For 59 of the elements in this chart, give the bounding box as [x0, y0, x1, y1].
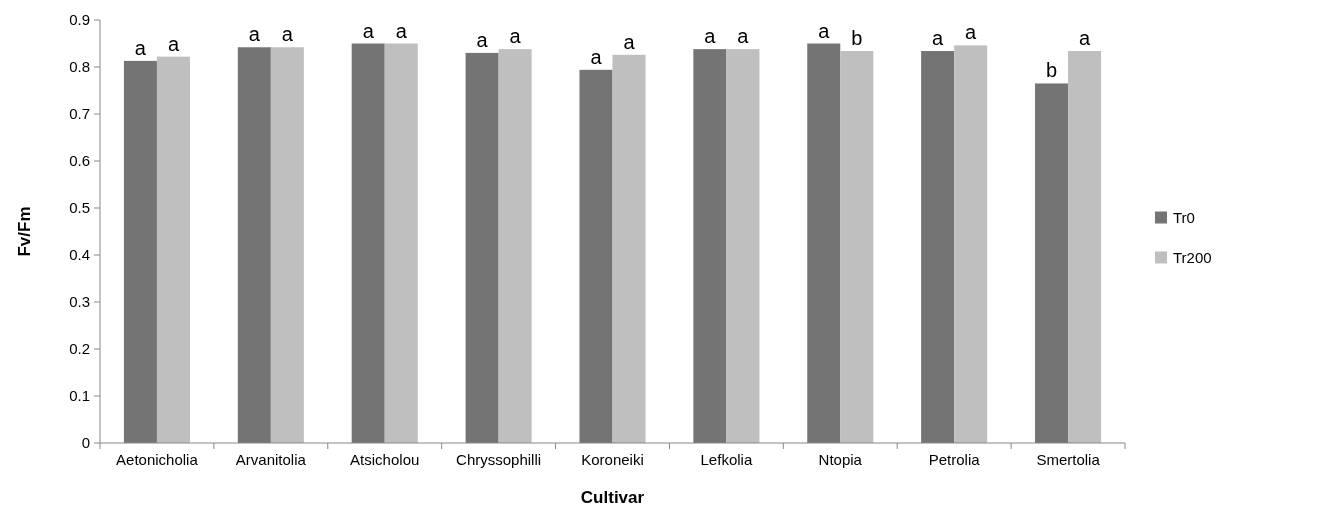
bar: [1035, 83, 1069, 443]
y-tick-label: 0.6: [69, 152, 90, 170]
data-label: a: [623, 30, 636, 53]
data-label: a: [248, 23, 261, 46]
y-tick-label: 0.2: [69, 340, 90, 358]
y-tick-label: 0.3: [69, 293, 90, 311]
x-tick-label: Atsicholou: [350, 451, 420, 468]
data-label: a: [704, 25, 717, 48]
bar: [726, 49, 760, 443]
bar: [351, 43, 385, 443]
y-tick-label: 0.5: [69, 199, 90, 217]
data-label: a: [590, 45, 603, 68]
bar: [270, 47, 304, 443]
data-label: a: [737, 25, 750, 48]
bar: [123, 60, 157, 443]
data-label: a: [476, 28, 489, 51]
data-label: a: [281, 23, 294, 46]
y-tick-label: 0.7: [69, 105, 90, 123]
data-label: b: [1045, 59, 1058, 82]
data-label: a: [395, 19, 408, 42]
y-tick-label: 0.9: [69, 11, 90, 29]
data-label: a: [167, 32, 180, 55]
y-axis-title: Fv/Fm: [15, 206, 34, 257]
bar: [807, 43, 841, 443]
data-label: a: [134, 36, 147, 59]
data-label: a: [965, 21, 978, 44]
legend-label: Tr0: [1173, 208, 1195, 226]
bar: [612, 54, 646, 443]
y-tick-label: 0: [81, 434, 90, 452]
x-tick-label: Koroneiki: [581, 451, 644, 468]
y-tick-label: 0.1: [69, 387, 90, 405]
bar: [384, 43, 418, 443]
bar: [156, 56, 190, 443]
bar: [840, 51, 874, 443]
data-label: a: [932, 27, 945, 50]
bar: [237, 47, 271, 443]
data-label: a: [1079, 27, 1092, 50]
y-tick-label: 0.8: [69, 58, 90, 76]
x-tick-label: Chryssophilli: [456, 451, 542, 468]
y-tick-label: 0.4: [69, 246, 90, 264]
bar: [498, 49, 532, 443]
bar: [693, 49, 727, 443]
x-tick-label: Lefkolia: [700, 451, 753, 468]
data-label: b: [851, 27, 863, 50]
legend-label: Tr200: [1173, 248, 1212, 266]
x-axis-title: Cultivar: [580, 488, 645, 507]
x-tick-label: Arvanitolia: [235, 451, 307, 468]
bar: [921, 51, 955, 443]
data-label: a: [362, 19, 375, 42]
x-tick-label: Petrolia: [928, 451, 981, 468]
data-label: a: [509, 25, 522, 48]
bar: [579, 69, 613, 443]
x-tick-label: Smertolia: [1036, 451, 1101, 468]
bar: [954, 45, 988, 443]
bar: [465, 52, 499, 443]
data-label: a: [818, 19, 831, 42]
x-tick-label: Aetonicholia: [116, 451, 199, 468]
bar: [1068, 51, 1102, 443]
x-tick-label: Ntopia: [818, 451, 863, 468]
